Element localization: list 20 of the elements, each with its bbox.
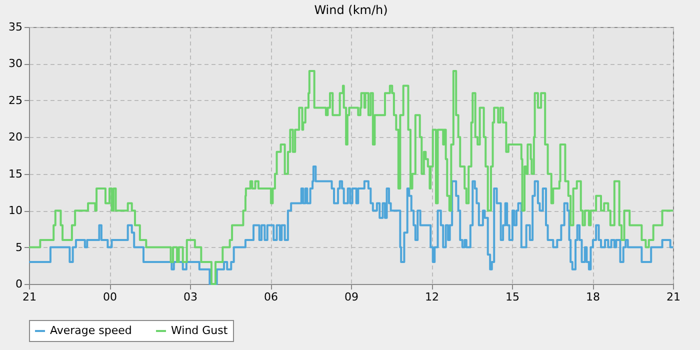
x-tick-label: 12 [425, 290, 439, 304]
x-tick-label: 03 [184, 290, 198, 304]
chart-title: Wind (km/h) [314, 3, 388, 17]
y-tick-label: 0 [16, 278, 22, 290]
x-tick-label: 18 [586, 290, 600, 304]
y-tick-label: 10 [8, 204, 22, 218]
y-tick-label: 25 [8, 94, 22, 107]
y-tick-label: 30 [8, 57, 22, 70]
legend-label: Average speed [50, 324, 132, 337]
x-tick-label: 09 [344, 290, 358, 304]
x-tick-label: 21 [22, 290, 36, 304]
x-tick-label: 21 [666, 290, 680, 304]
x-tick-label: 15 [506, 290, 520, 304]
y-tick-label: 15 [8, 167, 22, 180]
y-tick-label: 5 [16, 240, 22, 254]
x-tick-label: 00 [103, 290, 117, 304]
y-tick-label: 20 [8, 130, 22, 144]
legend-label: Wind Gust [171, 324, 228, 337]
x-tick-label: 06 [264, 290, 278, 304]
y-tick-label: 35 [8, 20, 22, 34]
